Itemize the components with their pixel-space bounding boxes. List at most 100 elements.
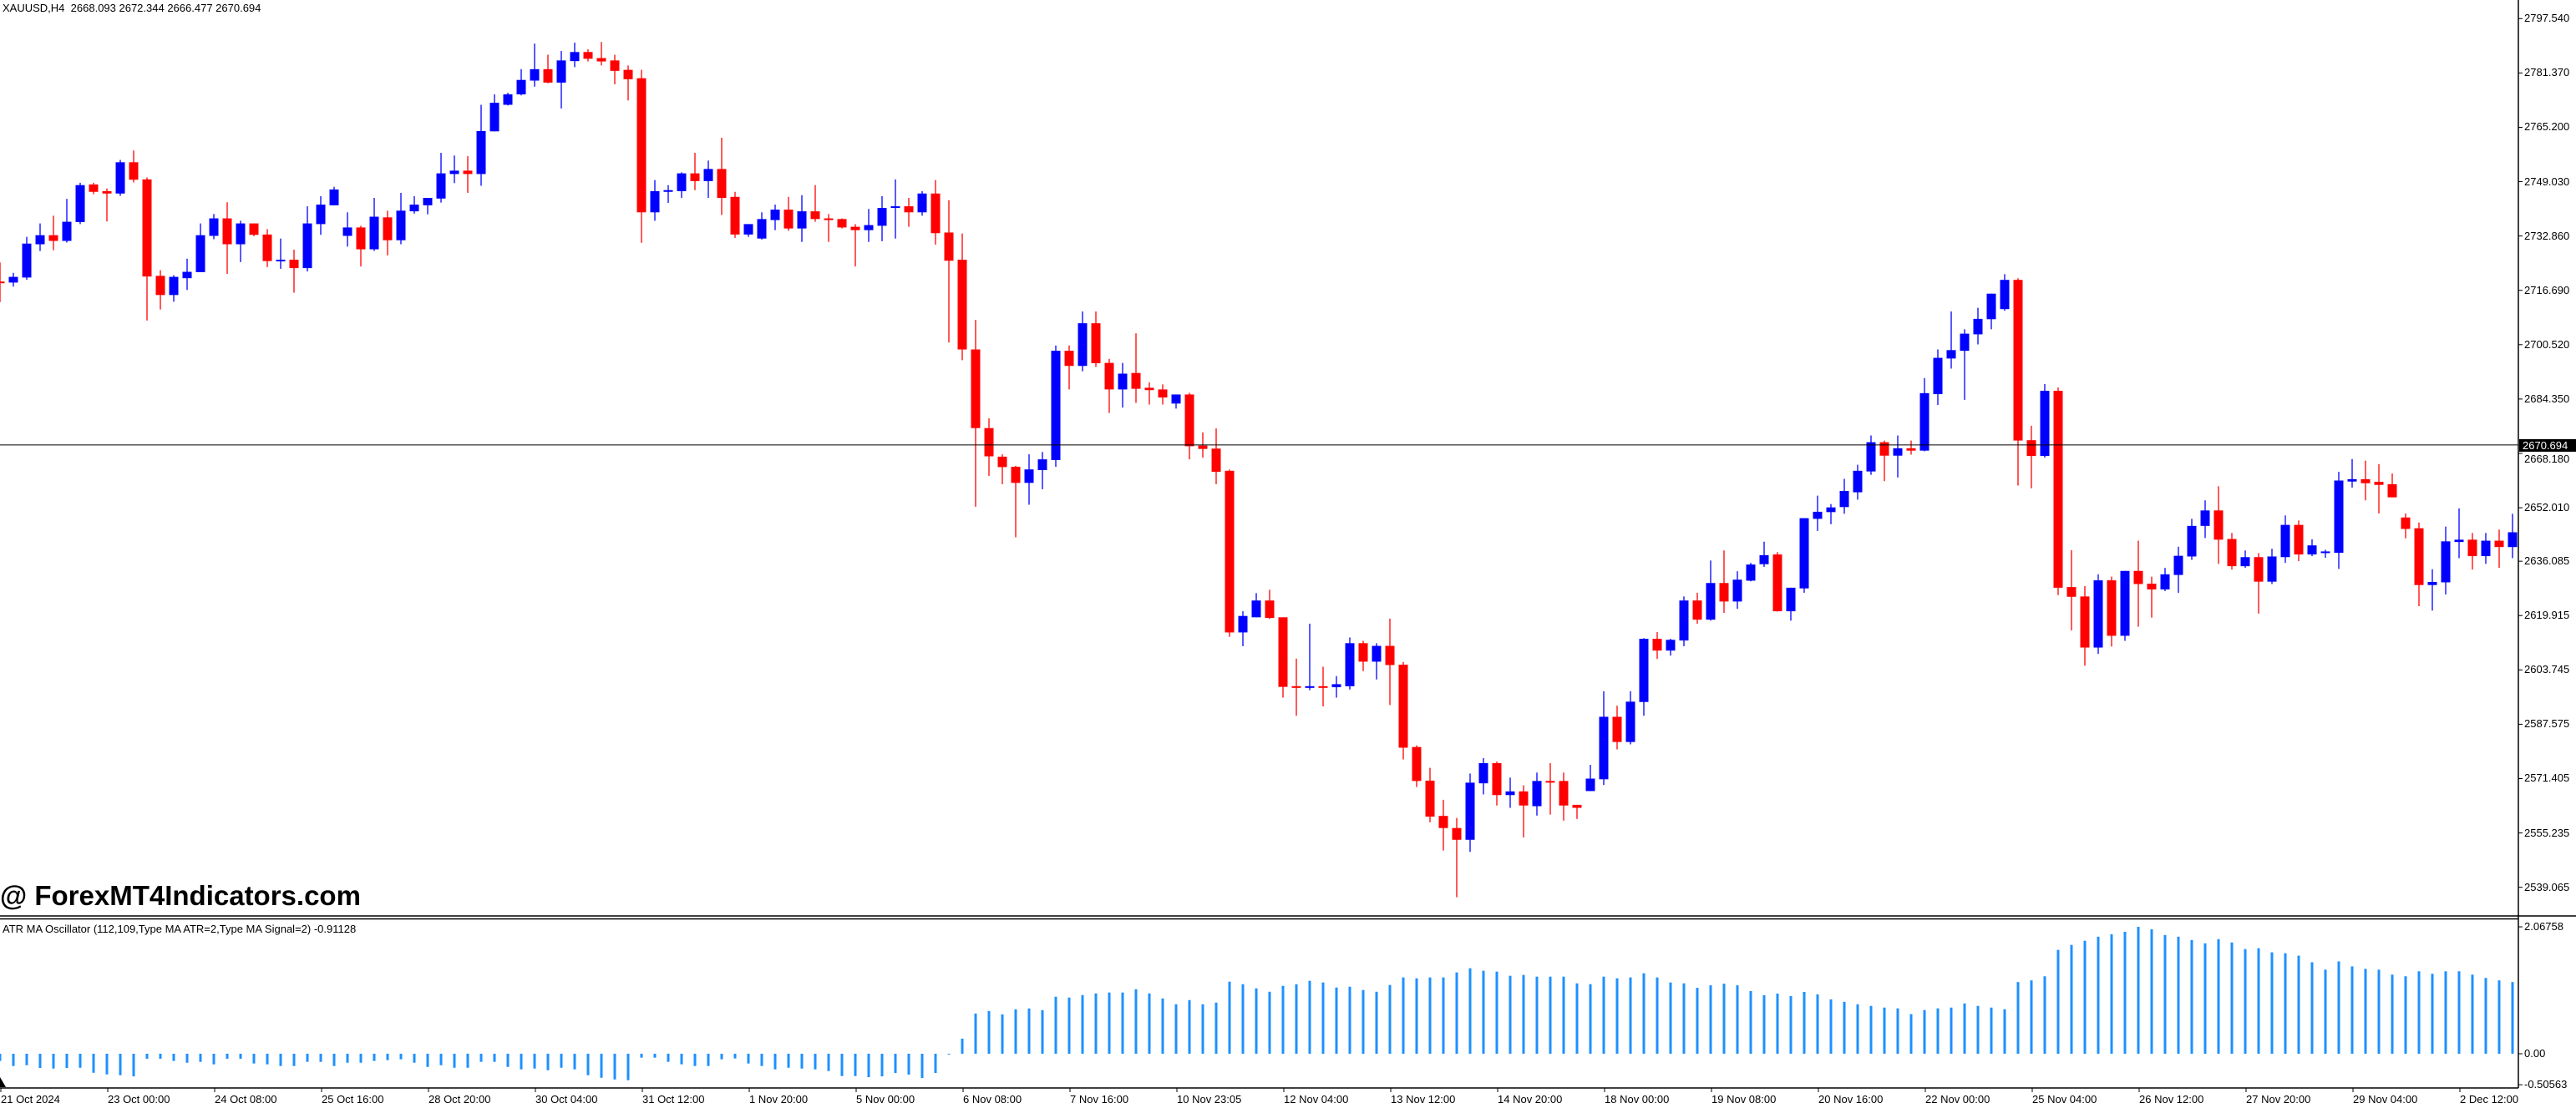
histogram-bar — [172, 1054, 175, 1061]
bullish-candle — [1960, 329, 1970, 400]
candle-body — [2374, 482, 2384, 485]
histogram-bar — [1589, 984, 1592, 1054]
candle-body — [2227, 539, 2237, 567]
histogram-bar — [1843, 1001, 1846, 1054]
candle-body — [1879, 442, 1889, 456]
histogram-bar — [1762, 994, 1766, 1054]
histogram-bar — [1990, 1007, 1993, 1054]
watermark: @ ForexMT4Indicators.com — [0, 880, 361, 911]
candle-body — [530, 68, 540, 81]
bearish-candle — [1211, 428, 1221, 484]
candle-body — [1545, 781, 1555, 783]
time-tick-label: 29 Nov 04:00 — [2353, 1093, 2418, 1105]
bearish-candle — [2107, 576, 2117, 647]
bearish-candle — [1278, 617, 1288, 698]
bearish-candle — [1398, 661, 1408, 760]
candle-body — [48, 235, 58, 241]
bearish-candle — [2080, 585, 2090, 666]
bearish-candle — [2294, 520, 2304, 562]
candle-body — [503, 94, 513, 105]
histogram-bar — [613, 1054, 616, 1080]
histogram-bar — [1255, 988, 1258, 1054]
candle-body — [2427, 582, 2437, 585]
bullish-candle — [1118, 362, 1128, 408]
histogram-bar — [52, 1054, 55, 1069]
candle-body — [1759, 554, 1769, 564]
bullish-candle — [770, 205, 780, 230]
histogram-bar — [2097, 936, 2100, 1054]
bullish-candle — [2427, 569, 2437, 611]
bullish-candle — [2481, 533, 2491, 564]
histogram-bar — [306, 1054, 309, 1062]
bullish-candle — [1933, 349, 1943, 405]
histogram-bar — [292, 1054, 296, 1066]
bearish-candle — [89, 182, 99, 195]
bullish-candle — [917, 190, 927, 216]
symbol-header: XAUUSD,H4 2668.093 2672.344 2666.477 267… — [3, 2, 261, 14]
bullish-candle — [2320, 549, 2330, 559]
bullish-candle — [556, 51, 566, 109]
bullish-candle — [2454, 508, 2464, 559]
histogram-bar — [1976, 1005, 1980, 1054]
candle-body — [2254, 557, 2264, 582]
candle-body — [2107, 580, 2117, 636]
price-tick-label: 2797.540 — [2524, 12, 2570, 25]
bearish-candle — [1091, 311, 1101, 367]
chart-shift-marker-icon[interactable] — [0, 1077, 6, 1087]
bearish-candle — [2414, 522, 2424, 607]
candle-body — [2147, 584, 2157, 589]
histogram-bar — [2257, 948, 2260, 1054]
histogram-bar — [1696, 988, 1699, 1054]
bearish-candle — [1772, 552, 1782, 612]
bullish-candle — [1251, 593, 1261, 618]
candle-body — [276, 260, 286, 262]
candle-body — [623, 69, 633, 79]
candle-body — [1171, 394, 1181, 404]
candle-body — [1559, 781, 1569, 806]
histogram-bar — [2457, 971, 2461, 1054]
price-tick-label: 2636.085 — [2524, 554, 2570, 568]
histogram-bar — [2043, 976, 2046, 1054]
bullish-candle — [1986, 293, 1996, 330]
candle-body — [663, 190, 673, 192]
candle-body — [2387, 483, 2397, 498]
histogram-bar — [920, 1054, 924, 1079]
bearish-candle — [2360, 460, 2371, 501]
time-tick-label: 22 Nov 00:00 — [1925, 1093, 1990, 1105]
bullish-candle — [1599, 691, 1609, 786]
histogram-bar — [1776, 993, 1779, 1054]
time-tick-label: 1 Nov 20:00 — [749, 1093, 809, 1105]
histogram-bar — [1923, 1009, 1926, 1054]
bullish-candle — [396, 192, 406, 245]
histogram-bar — [2177, 936, 2180, 1054]
histogram-bar — [1749, 990, 1752, 1054]
candle-body — [890, 206, 900, 209]
histogram-bar — [1736, 985, 1739, 1054]
histogram-bar — [279, 1054, 282, 1066]
histogram-bar — [1856, 1004, 1859, 1054]
bearish-candle — [1612, 706, 1622, 750]
candle-body — [1933, 357, 1943, 395]
histogram-bar — [1575, 983, 1579, 1054]
candle-body — [2120, 570, 2130, 636]
candle-body — [583, 52, 593, 59]
candle-body — [1091, 323, 1101, 364]
histogram-bar — [974, 1013, 977, 1054]
bullish-candle — [2200, 500, 2210, 539]
time-axis-ticks — [0, 1088, 2461, 1092]
bullish-candle — [1625, 691, 1635, 745]
bullish-candle — [1853, 464, 1863, 500]
histogram-bar — [266, 1054, 269, 1065]
bearish-candle — [997, 454, 1007, 484]
candle-body — [971, 349, 981, 428]
bearish-candle — [289, 249, 299, 293]
candle-body — [249, 223, 259, 235]
bearish-candle — [610, 54, 620, 84]
histogram-bar — [493, 1054, 496, 1062]
histogram-bar — [987, 1010, 991, 1054]
histogram-bar — [773, 1054, 777, 1070]
candle-body — [1746, 564, 1756, 581]
candle-body — [717, 169, 727, 198]
bearish-candle — [2387, 473, 2397, 498]
